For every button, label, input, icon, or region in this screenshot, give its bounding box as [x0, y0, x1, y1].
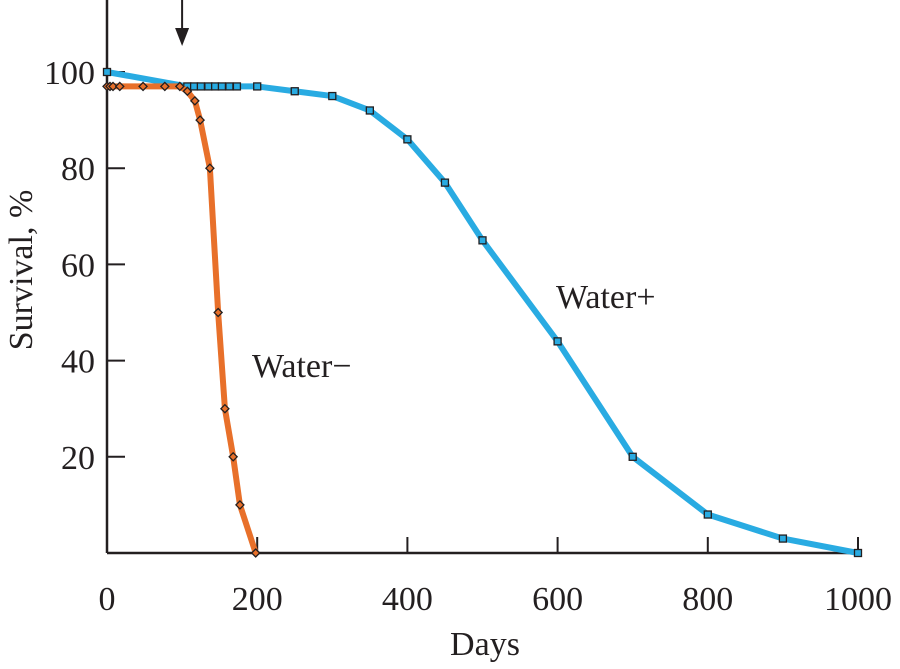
series-label-water-plus: Water+ [556, 279, 656, 316]
data-point [217, 82, 227, 91]
x-tick-label: 0 [99, 581, 116, 618]
data-point [440, 178, 450, 187]
x-tick-label: 1000 [824, 581, 892, 618]
x-axis-label: Days [450, 626, 520, 663]
axes [105, 0, 862, 555]
data-point [253, 82, 262, 91]
data-point [182, 86, 193, 97]
series-line [107, 83, 259, 554]
y-tick-label: 40 [61, 344, 95, 381]
data-point [250, 548, 261, 558]
data-point [189, 82, 199, 91]
x-tick-label: 800 [682, 581, 733, 618]
y-tick-label: 20 [61, 440, 95, 477]
data-point [478, 236, 487, 245]
data-point [235, 499, 245, 510]
data-point [114, 81, 125, 92]
data-point [159, 81, 170, 92]
data-point [403, 135, 412, 144]
y-tick-label: 100 [44, 55, 95, 92]
data-point [138, 81, 148, 92]
data-point [108, 81, 118, 92]
data-point [328, 91, 337, 101]
series-label-water-minus: Water− [252, 348, 352, 385]
series-water-minus [102, 81, 261, 558]
data-point [174, 81, 185, 92]
data-point [228, 451, 239, 462]
data-point [232, 82, 242, 91]
data-point [204, 82, 213, 91]
data-point [102, 67, 112, 77]
data-point [210, 82, 220, 91]
x-tick-label: 400 [382, 581, 433, 618]
data-point [628, 452, 637, 461]
y-axis-label: Survival, % [3, 190, 40, 351]
series-water-plus [102, 67, 863, 558]
data-point [195, 115, 206, 126]
arrow-head-icon [175, 28, 190, 46]
x-tick-label: 600 [532, 581, 583, 618]
data-point [219, 403, 230, 414]
x-tick-label: 200 [232, 581, 283, 618]
data-point [778, 534, 788, 543]
data-point [225, 82, 234, 91]
data-point [853, 548, 863, 558]
y-tick-label: 60 [61, 247, 95, 284]
arrow-marker [175, 0, 190, 46]
data-point [196, 82, 206, 91]
data-point [204, 163, 215, 174]
data-point [365, 106, 375, 115]
data-point [189, 95, 200, 106]
data-point [290, 87, 299, 96]
data-point [553, 337, 562, 346]
data-point [703, 510, 712, 519]
y-tick-label: 80 [61, 151, 95, 188]
data-point [213, 307, 224, 318]
